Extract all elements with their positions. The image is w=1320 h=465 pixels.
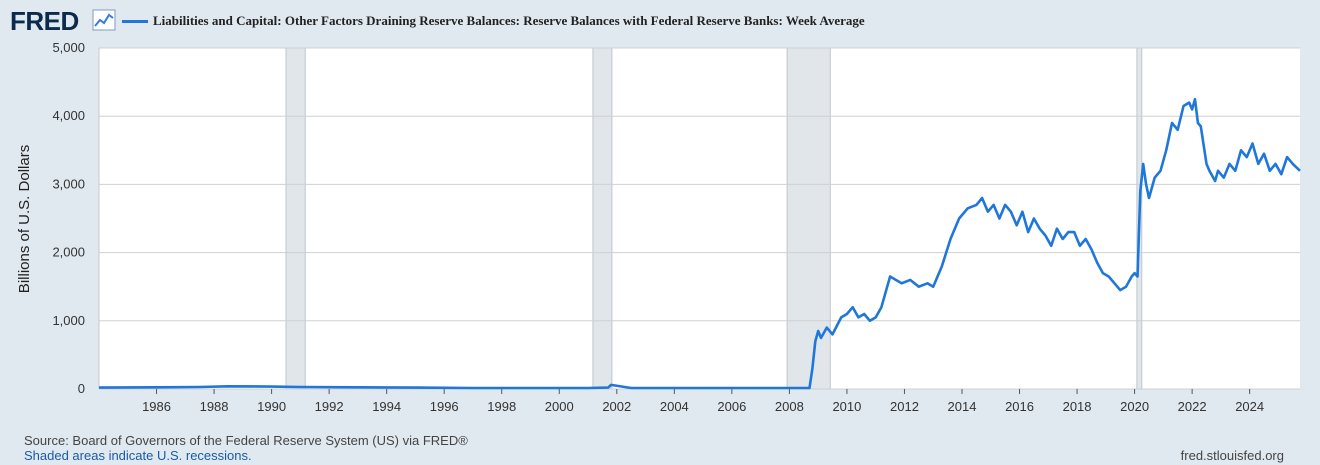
trend-line-icon [92, 9, 116, 31]
recession-band [786, 47, 831, 390]
x-tick-label: 2020 [1120, 399, 1149, 414]
y-tick-label: 3,000 [52, 176, 85, 191]
x-axis: 1986 1988 1990 1992 1994 1996 1998 2000 2002 2004… [142, 389, 1264, 414]
chart-title[interactable]: Liabilities and Capital: Other Factors D… [153, 13, 865, 28]
plot-area [99, 48, 1300, 389]
x-tick-label: 1994 [372, 399, 401, 414]
x-tick-label: 2024 [1235, 399, 1264, 414]
x-tick-label: 2022 [1178, 399, 1207, 414]
fred-logo[interactable]: FRED [10, 6, 79, 36]
x-tick-label: 2000 [545, 399, 574, 414]
y-tick-label: 4,000 [52, 108, 85, 123]
legend-swatch [122, 20, 148, 23]
series-line[interactable] [98, 97, 1301, 390]
x-tick-label: 2004 [660, 399, 689, 414]
x-tick-label: 1992 [315, 399, 344, 414]
x-tick-label: 2008 [775, 399, 804, 414]
source-note: Source: Board of Governors of the Federa… [24, 433, 468, 448]
y-tick-label: 1,000 [52, 313, 85, 328]
recession-note-link[interactable]: Shaded areas indicate U.S. recessions. [24, 448, 252, 463]
y-axis: 0 1,000 2,000 3,000 4,000 5,000 [52, 40, 85, 396]
y-tick-label: 0 [78, 381, 85, 396]
x-tick-label: 2014 [948, 399, 977, 414]
x-tick-label: 2010 [832, 399, 861, 414]
recession-band [285, 47, 306, 390]
x-tick-label: 1988 [200, 399, 229, 414]
x-tick-label: 2016 [1005, 399, 1034, 414]
recession-shading [285, 47, 1143, 390]
series-layer [98, 97, 1301, 390]
x-tick-label: 2006 [717, 399, 746, 414]
recession-band [592, 47, 613, 390]
x-tick-label: 2012 [890, 399, 919, 414]
x-tick-label: 1996 [430, 399, 459, 414]
y-tick-label: 5,000 [52, 40, 85, 55]
chart-header: FRED Liabilities and Capital: Other Fact… [0, 0, 1320, 42]
y-tick-label: 2,000 [52, 245, 85, 260]
fred-url[interactable]: fred.stlouisfed.org [1180, 448, 1284, 463]
x-tick-label: 2018 [1063, 399, 1092, 414]
x-tick-label: 1990 [257, 399, 286, 414]
x-tick-label: 1998 [487, 399, 516, 414]
y-axis-label: Billions of U.S. Dollars [16, 145, 33, 293]
x-tick-label: 1986 [142, 399, 171, 414]
x-tick-label: 2002 [602, 399, 631, 414]
